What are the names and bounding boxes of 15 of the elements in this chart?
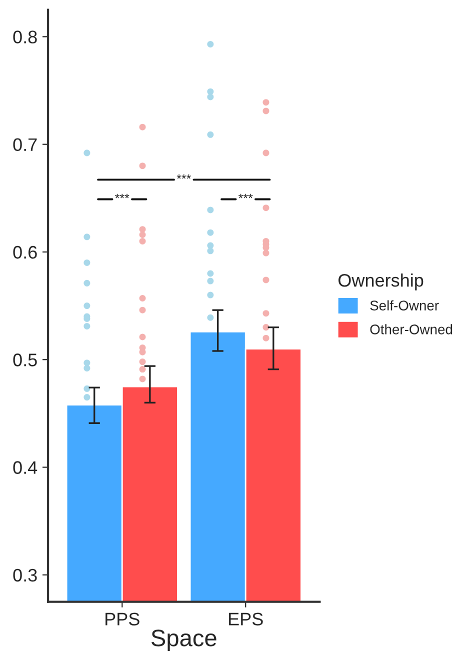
- y-tick-label: 0.5: [13, 354, 37, 366]
- annotation: ***: [176, 174, 191, 179]
- x-tick-label: PPS: [106, 612, 140, 626]
- legend-label: Self-Owner: [370, 300, 439, 310]
- legend-label: Other-Owned: [370, 324, 452, 334]
- y-tick-label: 0.4: [13, 461, 38, 474]
- y-tick-label: 0.7: [13, 138, 37, 152]
- y-tick-label: 0.3: [13, 568, 37, 582]
- legend-title: Ownership: [338, 273, 424, 290]
- y-tick-label: 0.6: [13, 246, 37, 259]
- x-axis-title: Space: [151, 630, 216, 652]
- x-tick-label: EPS: [229, 612, 263, 626]
- annotation: ***: [115, 194, 130, 198]
- y-tick-label: 0.8: [13, 30, 37, 44]
- annotation: ***: [238, 194, 253, 198]
